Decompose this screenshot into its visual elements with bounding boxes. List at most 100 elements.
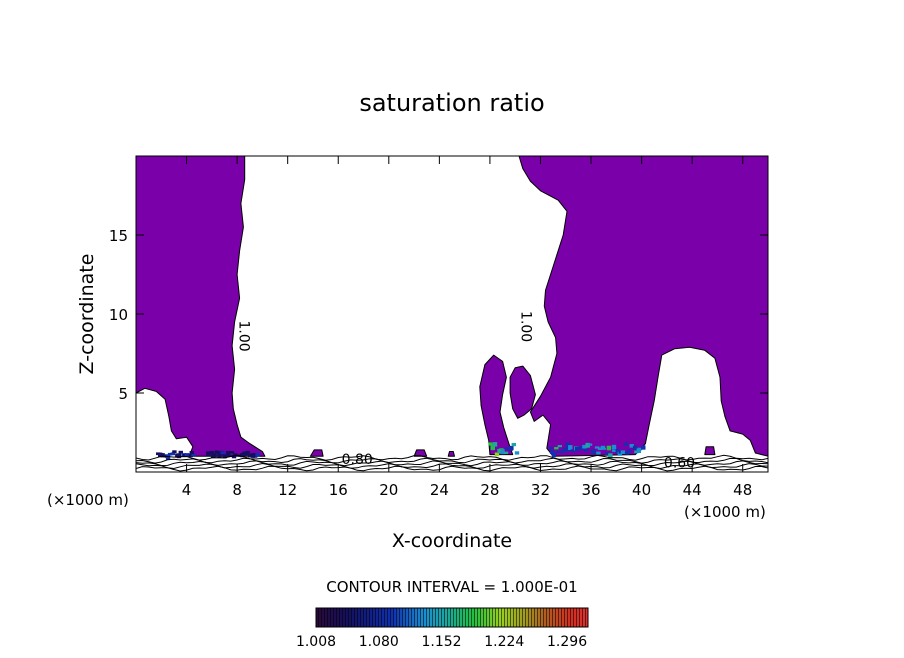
x-tick-label: 36	[581, 481, 600, 499]
x-tick-label: 12	[278, 481, 297, 499]
chart-title: saturation ratio	[359, 89, 544, 117]
y-axis-label: Z-coordinate	[76, 254, 98, 375]
hotspot-cell	[245, 452, 250, 456]
hotspot-cell	[209, 450, 214, 455]
hotspot-cell	[634, 450, 639, 454]
hotspot-cell	[600, 445, 606, 449]
hotspot-cell	[492, 442, 498, 447]
colorbar-tick-label: 1.080	[359, 634, 399, 650]
contour-label: 0.60	[664, 455, 695, 471]
hotspot-cell	[189, 451, 194, 455]
hotspot-cell	[563, 447, 568, 452]
hotspot-cell	[549, 450, 555, 454]
hotspot-cell	[250, 453, 256, 458]
hotspot-cell	[253, 453, 258, 458]
hotspot-cell	[231, 454, 237, 459]
y-tick-label: 5	[118, 385, 128, 403]
hotspot-cell	[585, 442, 590, 448]
hotspot-cell	[226, 454, 232, 457]
contour-label: 0.80	[342, 452, 373, 468]
hotspot-cell	[509, 445, 514, 451]
hotspot-cell	[184, 453, 189, 457]
hotspot-cell	[188, 453, 193, 457]
hotspot-cell	[245, 450, 251, 453]
y-tick-label: 10	[109, 306, 128, 324]
colorbar: 1.008 1.080 1.152 1.224 1.296	[296, 607, 589, 650]
hotspot-cell	[206, 451, 211, 457]
hotspot-cell	[556, 450, 561, 453]
hotspot-cell	[551, 453, 557, 458]
x-tick-label: 32	[531, 481, 550, 499]
hotspot-cell	[624, 451, 630, 455]
x-tick-label: 44	[683, 481, 702, 499]
hotspot-cell	[212, 453, 217, 458]
hotspot-cell	[570, 449, 575, 452]
contour-label: 1.00	[518, 311, 534, 342]
surface-contour-line	[136, 454, 768, 461]
hotspot-cell	[158, 452, 163, 458]
hotspot-3	[488, 442, 520, 457]
hotspot-cell	[242, 451, 247, 457]
hotspot-cell	[623, 442, 629, 446]
hotspot-cell	[488, 442, 493, 446]
hotspot-cell	[170, 452, 175, 456]
plot-area	[136, 156, 768, 472]
colorbar-stripes	[316, 608, 588, 627]
colorbar-tick-label: 1.224	[484, 634, 524, 650]
hotspot-cell	[214, 450, 219, 454]
hotspot-cell	[233, 453, 238, 457]
hotspot-cell	[557, 445, 562, 448]
hotspot-cell	[548, 446, 554, 450]
hotspot-cell	[160, 453, 165, 458]
colorbar-tick-label: 1.008	[296, 634, 336, 650]
hotspot-cell	[225, 450, 231, 456]
hotspot-cell	[632, 445, 638, 450]
z-unit-label: (×1000 m)	[684, 503, 766, 521]
x-unit-label: (×1000 m)	[47, 491, 129, 509]
surface-contour-line	[136, 457, 768, 464]
hotspot-1	[156, 450, 196, 460]
surface-contour-line	[136, 465, 768, 472]
x-tick-label: 40	[632, 481, 651, 499]
hotspot-cell	[608, 453, 613, 459]
x-tick-label: 8	[232, 481, 242, 499]
hotspot-cell	[511, 443, 516, 447]
hotspot-cell	[560, 450, 565, 453]
hotspot-cell	[583, 449, 589, 452]
hotspot-cell	[191, 453, 196, 457]
x-tick-label: 48	[733, 481, 752, 499]
x-tick-label: 4	[182, 481, 192, 499]
hotspot-cell	[597, 447, 603, 450]
surface-contour-line	[136, 460, 768, 467]
colorbar-tick-label: 1.296	[547, 634, 587, 650]
hotspot-cell	[220, 451, 225, 455]
hotspot-cell	[217, 452, 222, 458]
hotspot-cell	[596, 451, 601, 455]
hotspot-cell	[591, 449, 596, 455]
colorbar-tick-label: 1.152	[421, 634, 461, 650]
hotspot-cell	[178, 450, 183, 454]
colorbar-frame	[315, 607, 589, 628]
supersaturated-arch-left-lobe	[479, 354, 514, 456]
hotspot-cell	[636, 448, 641, 453]
supersaturated-right-column	[518, 156, 768, 457]
supersaturated-patch-1	[309, 449, 324, 457]
hotspot-cell	[606, 445, 612, 451]
hotspot-cell	[579, 446, 584, 451]
hotspot-cell	[503, 451, 509, 455]
hotspot-cell	[605, 452, 610, 456]
hotspot-4	[548, 442, 646, 459]
x-axis-label: X-coordinate	[392, 530, 512, 552]
hotspot-cell	[514, 451, 520, 455]
hotspot-cell	[222, 454, 227, 459]
hotspot-cell	[615, 449, 620, 454]
hotspot-cell	[611, 444, 617, 450]
surface-contour-line	[136, 462, 768, 470]
hotspot-cell	[172, 450, 177, 453]
hotspot-cell	[500, 449, 505, 455]
hotspot-cell	[641, 445, 646, 450]
hotspot-cell	[176, 453, 182, 459]
hotspot-cell	[568, 445, 573, 450]
contour-label: 1.00	[236, 321, 252, 352]
